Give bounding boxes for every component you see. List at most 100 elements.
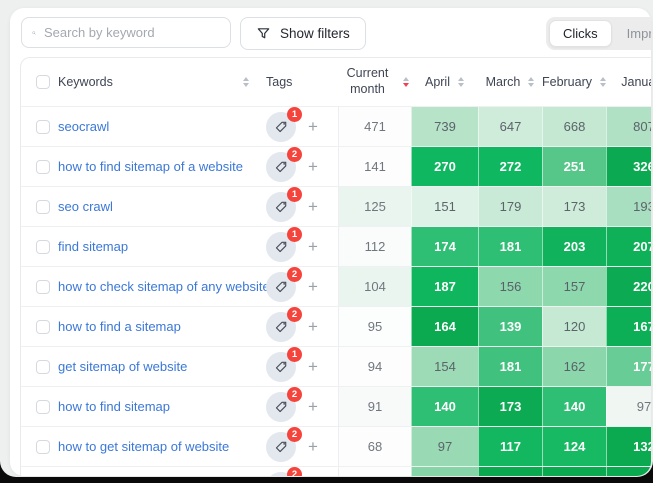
metric-cell-april — [411, 467, 478, 476]
metric-cell-march: 272 — [478, 147, 542, 186]
metric-cell-april: 187 — [411, 267, 478, 306]
tag-chip-button[interactable]: 2 — [266, 266, 302, 302]
row-checkbox[interactable] — [36, 159, 50, 174]
metric-cell-january: 132 — [606, 427, 651, 466]
search-icon — [32, 30, 36, 35]
tag-chip-button[interactable]: 2 — [266, 466, 302, 476]
column-header-keywords[interactable]: Keywords — [21, 58, 256, 106]
select-all-checkbox[interactable] — [36, 75, 50, 89]
column-header-tags: Tags — [256, 58, 338, 106]
row-checkbox[interactable] — [36, 119, 50, 134]
tag-icon — [275, 401, 287, 412]
metric-cell-april: 739 — [411, 107, 478, 146]
tag-chip-button[interactable]: 2 — [266, 146, 302, 182]
metric-cell-current: 91 — [338, 387, 411, 426]
metric-cell-march: 179 — [478, 187, 542, 226]
show-filters-label: Show filters — [280, 26, 350, 41]
row-checkbox[interactable] — [36, 439, 50, 454]
column-header-current[interactable]: Current month — [338, 58, 411, 106]
table-row: find sitemap 1 +112174181203207 — [21, 226, 651, 266]
table-row: how to find sitemap of a website 2 +141 270… — [21, 146, 651, 186]
add-tag-button[interactable]: + — [308, 117, 318, 136]
row-checkbox[interactable] — [36, 399, 50, 414]
tag-chip-button[interactable]: 1 — [266, 186, 302, 222]
keywords-table: Keywords Tags Current month April March Febru… — [20, 57, 651, 476]
metric-cell-february: 124 — [542, 427, 606, 466]
tag-chip-button[interactable]: 2 — [266, 386, 302, 422]
metric-cell-february: 668 — [542, 107, 606, 146]
add-tag-button[interactable]: + — [308, 317, 318, 336]
row-checkbox[interactable] — [36, 199, 50, 214]
row-checkbox[interactable] — [36, 279, 50, 294]
sort-icon[interactable] — [458, 77, 464, 87]
add-tag-button[interactable]: + — [308, 437, 318, 456]
metric-cell-february: 251 — [542, 147, 606, 186]
metric-cell-january: 326 — [606, 147, 651, 186]
keyword-link[interactable]: how to check sitemap of any website — [58, 279, 270, 294]
show-filters-button[interactable]: Show filters — [240, 17, 366, 50]
tag-chip-button[interactable]: 1 — [266, 226, 302, 262]
tag-chip-button[interactable]: 2 — [266, 426, 302, 462]
column-header-february[interactable]: February — [542, 58, 607, 106]
tag-count-badge: 2 — [287, 266, 302, 282]
metric-cell-january — [606, 467, 651, 476]
row-checkbox[interactable] — [36, 359, 50, 374]
keyword-link[interactable]: how to find a sitemap — [58, 319, 181, 334]
tag-icon — [275, 441, 287, 452]
search-box[interactable] — [21, 17, 231, 48]
table-row: how to get sitemap of website 2 +68 97 117 12… — [21, 426, 651, 466]
metric-cell-january: 207 — [606, 227, 651, 266]
toggle-impressions[interactable]: Impressions — [626, 26, 651, 41]
metric-cell-february: 203 — [542, 227, 606, 266]
sort-icon[interactable] — [402, 77, 409, 87]
keyword-link[interactable]: how to find sitemap of a website — [58, 159, 243, 174]
add-tag-button[interactable]: + — [308, 237, 318, 256]
metric-cell-february: 120 — [542, 307, 606, 346]
add-tag-button[interactable]: + — [308, 277, 318, 296]
add-tag-button[interactable]: + — [308, 157, 318, 176]
tag-icon — [275, 321, 287, 332]
tag-chip-button[interactable]: 1 — [266, 346, 302, 382]
tag-icon — [275, 241, 287, 252]
add-tag-button[interactable]: + — [308, 357, 318, 376]
column-header-april[interactable]: April — [411, 58, 478, 106]
table-row: 2+ — [21, 466, 651, 476]
metric-cell-february: 173 — [542, 187, 606, 226]
keyword-link[interactable]: seo crawl — [58, 199, 113, 214]
keyword-link[interactable]: how to find sitemap — [58, 399, 171, 414]
column-header-march[interactable]: March — [478, 58, 542, 106]
add-tag-button[interactable]: + — [308, 397, 318, 416]
keyword-link[interactable]: how to get sitemap of website — [58, 439, 230, 454]
search-input[interactable] — [44, 25, 220, 40]
table-row: how to find a sitemap 2 +95164139120167 — [21, 306, 651, 346]
column-label: January — [621, 75, 651, 89]
toggle-clicks[interactable]: Clicks — [549, 20, 612, 47]
sort-icon[interactable] — [243, 77, 249, 87]
add-tag-button[interactable]: + — [308, 197, 318, 216]
metric-cell-march: 181 — [478, 227, 542, 266]
metric-cell-current: 112 — [338, 227, 411, 266]
tag-chip-button[interactable]: 2 — [266, 306, 302, 342]
keyword-link[interactable]: find sitemap — [58, 239, 129, 254]
keyword-link[interactable]: get sitemap of website — [58, 359, 188, 374]
metric-cell-april: 154 — [411, 347, 478, 386]
tag-count-badge: 1 — [287, 226, 302, 242]
sort-icon[interactable] — [600, 77, 607, 87]
row-checkbox[interactable] — [36, 239, 50, 254]
metric-cell-current: 68 — [338, 427, 411, 466]
metric-cell-january: 807 — [606, 107, 651, 146]
row-checkbox[interactable] — [36, 319, 50, 334]
tag-chip-button[interactable]: 1 — [266, 106, 302, 142]
keyword-link[interactable]: seocrawl — [58, 119, 110, 134]
metric-toggle: Clicks Impressions — [546, 17, 651, 50]
column-label: Keywords — [58, 75, 113, 89]
sort-icon[interactable] — [528, 77, 535, 87]
column-label: April — [424, 75, 450, 89]
metric-cell-january: 97 — [606, 387, 651, 426]
metric-cell-current: 94 — [338, 347, 411, 386]
metric-cell-march: 181 — [478, 347, 542, 386]
metric-cell-march — [478, 467, 542, 476]
metric-cell-march: 173 — [478, 387, 542, 426]
metric-cell-january: 220 — [606, 267, 651, 306]
